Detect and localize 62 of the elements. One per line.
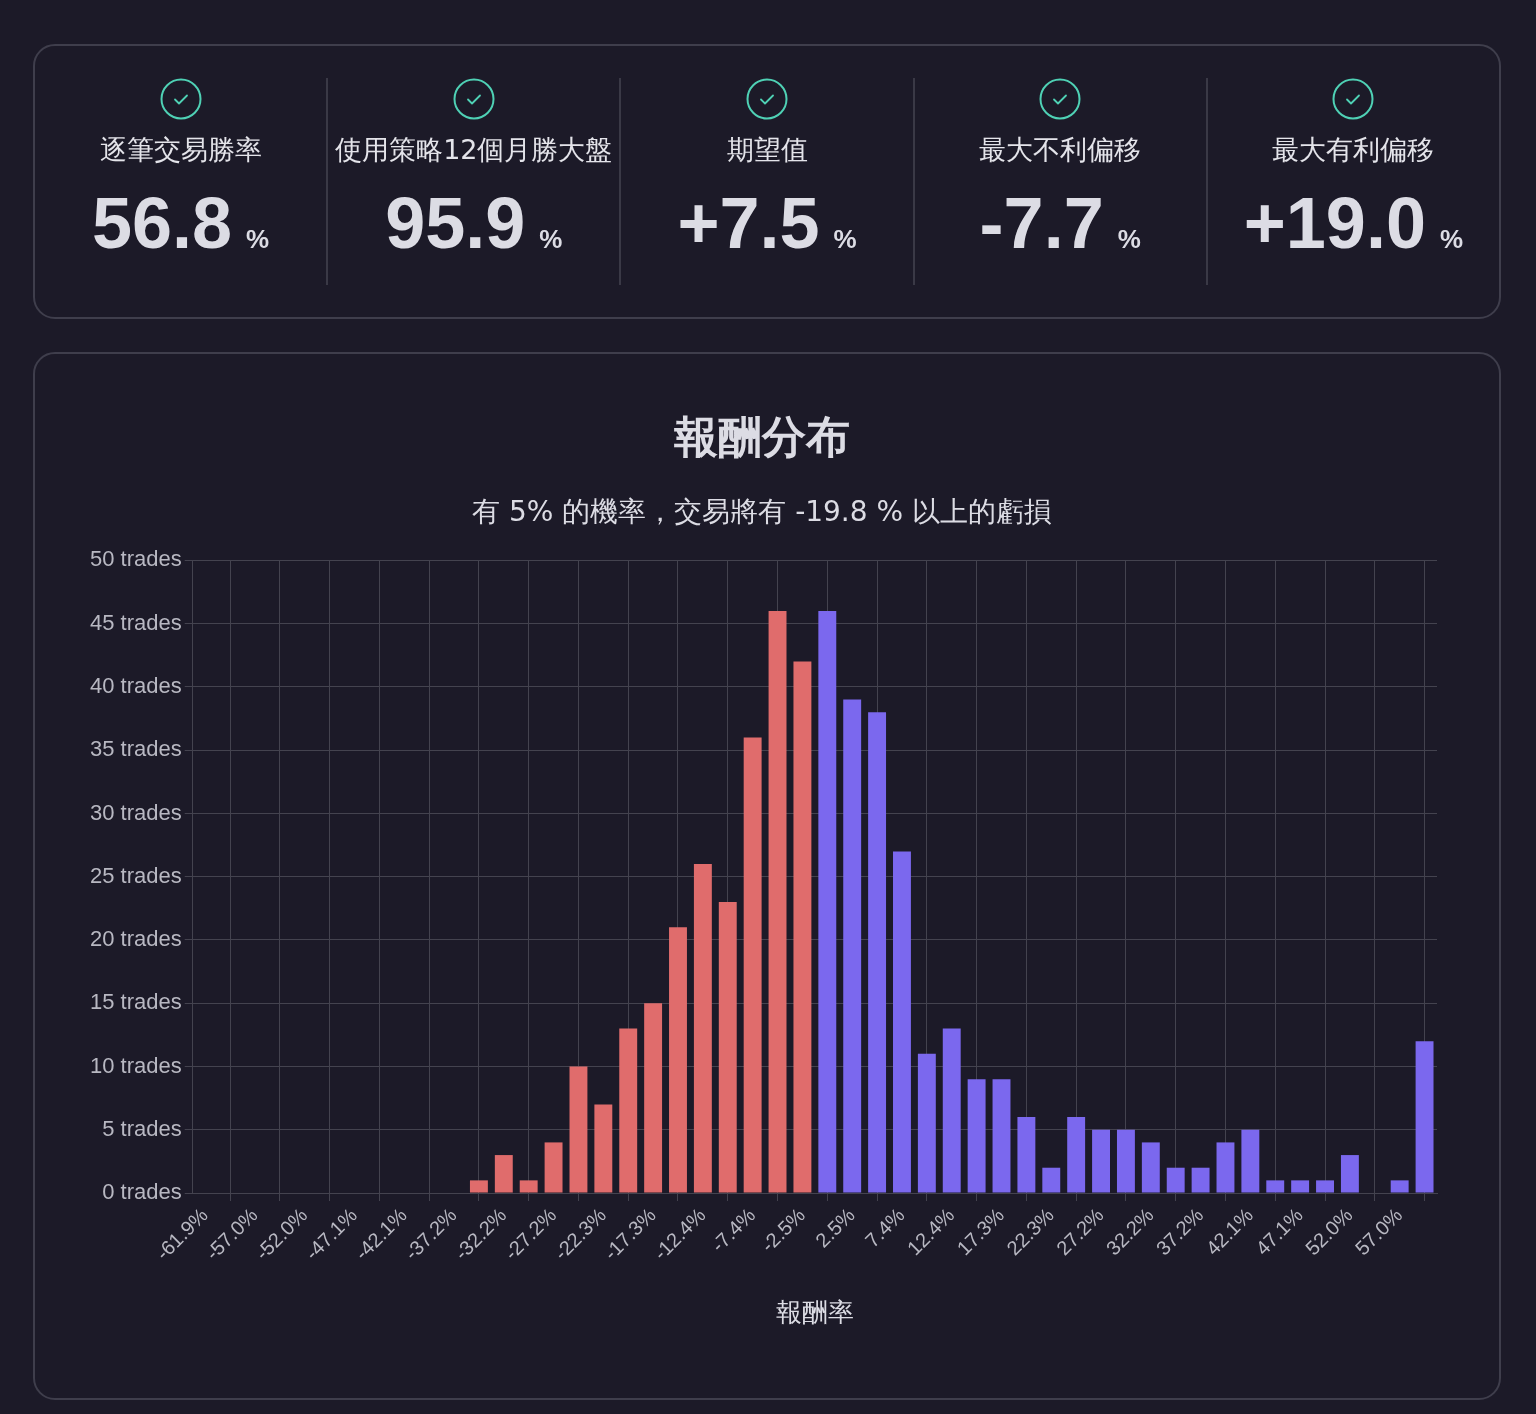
y-tick-label: 50 trades: [89, 546, 182, 572]
bar: [992, 1079, 1011, 1193]
bar: [1067, 1117, 1086, 1193]
bar: [1241, 1129, 1260, 1193]
y-tick-label: 15 trades: [89, 989, 182, 1015]
bar: [1266, 1180, 1285, 1193]
bar: [1340, 1155, 1359, 1193]
y-tick-label: 10 trades: [89, 1052, 182, 1078]
bar: [519, 1180, 538, 1193]
bar: [818, 611, 837, 1193]
bar: [1092, 1129, 1111, 1193]
bar: [1216, 1142, 1235, 1193]
y-tick-label: 40 trades: [89, 672, 182, 698]
bar: [967, 1079, 986, 1193]
chart-subtitle: 有 5% 的機率，交易將有 -19.8 % 以上的虧損: [472, 494, 1052, 528]
bar: [718, 902, 737, 1193]
bar: [793, 661, 812, 1193]
bar: [1017, 1117, 1036, 1193]
bar: [693, 864, 712, 1193]
bar: [1291, 1180, 1310, 1193]
bar: [1141, 1142, 1160, 1193]
text: 逐筆交易勝率: [99, 133, 262, 167]
text: 95.9 %: [385, 182, 563, 264]
bar: [594, 1104, 613, 1193]
text: 最大不利偏移: [979, 133, 1142, 167]
bar: [494, 1155, 513, 1193]
bar: [544, 1142, 563, 1193]
y-tick-label: 35 trades: [89, 736, 182, 762]
text: -7.7 %: [979, 182, 1141, 264]
bar: [893, 851, 911, 1193]
bar: [768, 611, 787, 1193]
bar: [868, 712, 887, 1193]
bar: [1390, 1180, 1409, 1193]
bar: [644, 1003, 663, 1193]
bar: [669, 927, 687, 1193]
text: 期望值: [726, 133, 808, 167]
bar: [743, 737, 762, 1193]
bar: [1415, 1041, 1434, 1193]
y-tick-label: 30 trades: [89, 799, 182, 825]
text: 使用策略12個月勝大盤: [335, 133, 613, 167]
bar: [1116, 1129, 1135, 1193]
chart-title: 報酬分布: [674, 410, 850, 462]
bar: [569, 1066, 588, 1193]
text: +7.5 %: [677, 182, 857, 264]
y-tick-label: 45 trades: [89, 609, 182, 635]
x-axis-title: 報酬率: [775, 1297, 854, 1328]
y-tick-label: 20 trades: [89, 926, 182, 952]
bar: [619, 1028, 638, 1193]
y-tick-label: 25 trades: [89, 862, 182, 888]
bar: [843, 699, 862, 1193]
bar: [1191, 1167, 1210, 1193]
text: +19.0 %: [1243, 182, 1464, 264]
bar: [1316, 1180, 1334, 1193]
text: 56.8 %: [91, 182, 270, 264]
bar: [469, 1180, 488, 1193]
text: 最大有利偏移: [1272, 133, 1435, 167]
y-tick-label: 0 trades: [102, 1179, 182, 1205]
bar: [1166, 1167, 1185, 1193]
bar: [917, 1053, 936, 1193]
bar: [1042, 1167, 1061, 1193]
bar: [942, 1028, 961, 1193]
y-tick-label: 5 trades: [102, 1115, 182, 1141]
